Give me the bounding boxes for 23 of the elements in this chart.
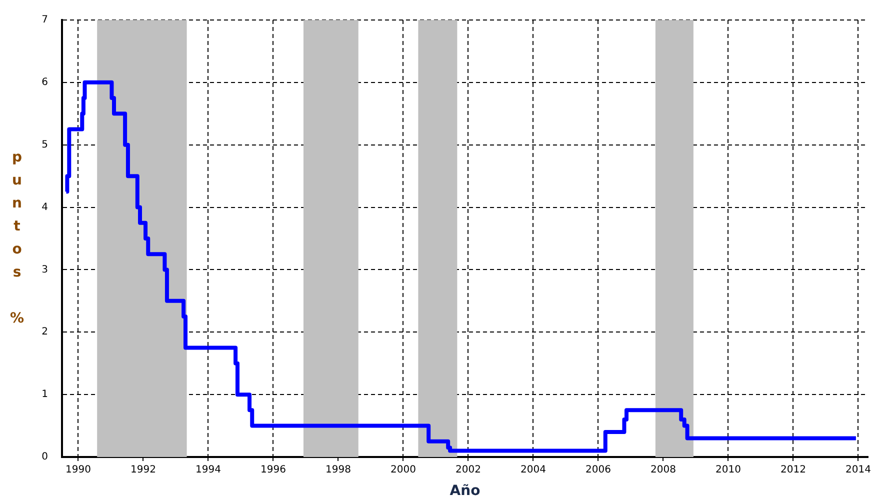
x-tick-label: 1998: [326, 464, 351, 476]
y-tick-label: 0: [42, 452, 48, 463]
y-tick-label: 1: [42, 389, 48, 400]
x-tick-label: 2012: [780, 464, 806, 476]
x-axis-title: Año: [450, 483, 481, 500]
x-tick-label: 2010: [716, 464, 741, 476]
y-tick-label: 5: [42, 139, 48, 150]
x-tick-label: 1994: [196, 464, 221, 476]
x-tick-label: 2014: [846, 464, 871, 476]
x-tick-label: 2006: [586, 464, 611, 476]
y-tick-label: 6: [42, 77, 48, 88]
x-tick-label: 2008: [650, 464, 676, 476]
y-tick-label: 3: [42, 264, 48, 276]
x-tick-label: 1992: [130, 464, 156, 476]
x-tick-label: 2004: [520, 464, 546, 476]
x-tick-label: 1996: [260, 464, 286, 476]
x-tick-label: 2000: [390, 464, 416, 476]
y-tick-label: 2: [42, 326, 48, 338]
text: puntos %: [10, 150, 24, 327]
x-tick-label: 2002: [456, 464, 481, 476]
y-tick-label: 4: [42, 202, 48, 213]
y-tick-label: 7: [42, 14, 48, 26]
x-tick-label: 1990: [66, 464, 91, 476]
